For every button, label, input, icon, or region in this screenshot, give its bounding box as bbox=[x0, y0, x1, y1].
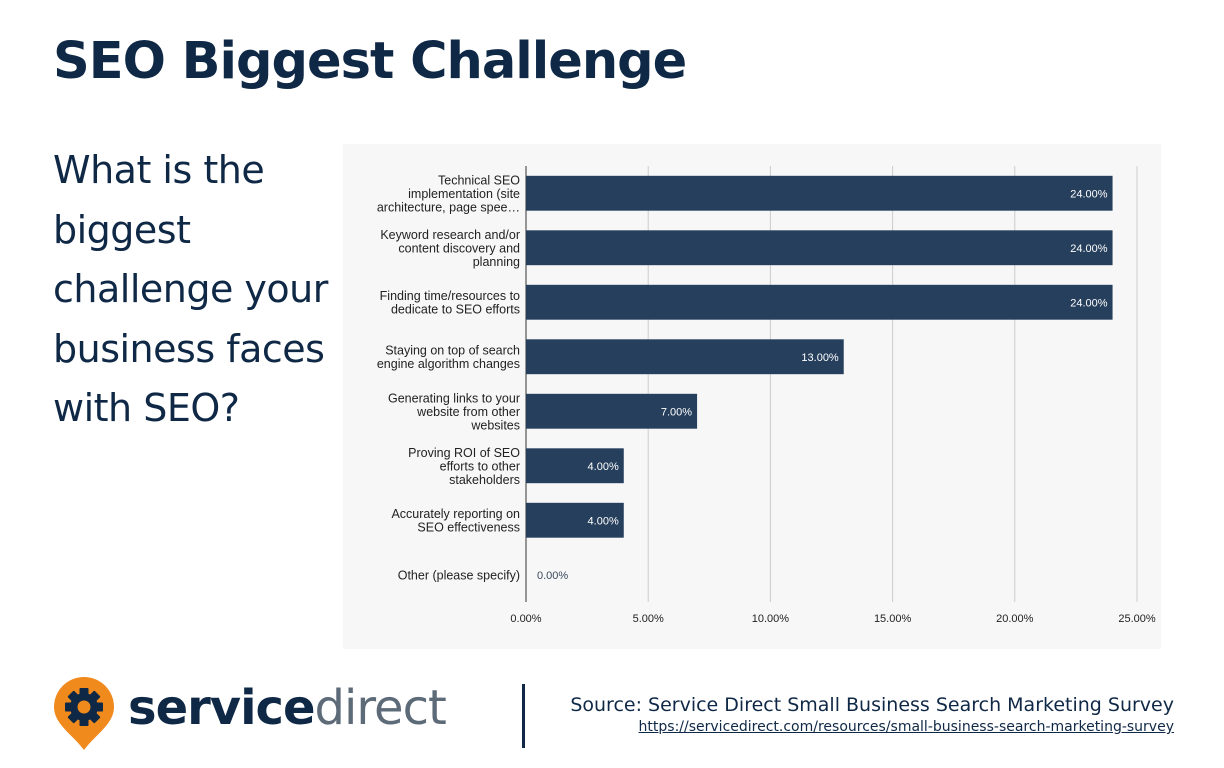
category-label-line: Keyword research and/or bbox=[380, 228, 520, 242]
data-label: 13.00% bbox=[801, 352, 839, 364]
chart-svg: 0.00% 5.00% 10.00% 15.00% 20.00% 25.00% 24.00%… bbox=[377, 166, 1156, 625]
footer-divider bbox=[522, 684, 525, 748]
category-label-line: Technical SEO bbox=[438, 173, 520, 187]
data-label: 4.00% bbox=[588, 515, 619, 527]
category-label: Proving ROI of SEO efforts to other stakeh… bbox=[408, 446, 520, 487]
bar bbox=[526, 502, 624, 538]
survey-question: What is the biggest challenge your busin… bbox=[53, 148, 328, 430]
category-label-line: engine algorithm changes bbox=[377, 357, 520, 371]
data-label: 24.00% bbox=[1070, 188, 1108, 200]
category-label-line: Staying on top of search bbox=[385, 344, 520, 358]
category-label-line: efforts to other bbox=[440, 459, 520, 473]
category-label: Finding time/resources to dedicate to SEO… bbox=[380, 289, 520, 317]
category-label-line: website from other bbox=[416, 405, 520, 419]
source-link[interactable]: https://servicedirect.com/resources/smal… bbox=[638, 719, 1174, 735]
data-label: 7.00% bbox=[661, 406, 692, 418]
data-label: 4.00% bbox=[588, 461, 619, 473]
category-label-line: implementation (site bbox=[408, 187, 520, 201]
bar bbox=[526, 393, 698, 429]
category-label-line: Finding time/resources to bbox=[380, 289, 520, 303]
category-label: Accurately reporting on SEO effectiveness bbox=[391, 507, 520, 535]
x-tick-label: 15.00% bbox=[874, 613, 912, 625]
x-tick-label: 20.00% bbox=[996, 613, 1034, 625]
logo-word-service: service bbox=[128, 680, 316, 736]
category-label: Technical SEO implementation (site archite… bbox=[377, 173, 520, 214]
category-label-line: Other (please specify) bbox=[398, 568, 520, 582]
category-label-line: Proving ROI of SEO bbox=[408, 446, 520, 460]
category-label: Other (please specify) bbox=[398, 568, 520, 582]
category-label-line: dedicate to SEO efforts bbox=[391, 303, 520, 317]
category-label-line: content discovery and bbox=[398, 241, 520, 255]
category-label: Keyword research and/or content discovery… bbox=[380, 228, 520, 269]
service-direct-logo: servicedirect bbox=[52, 676, 472, 750]
bar bbox=[526, 339, 844, 375]
x-tick-label: 10.00% bbox=[752, 613, 790, 625]
bar bbox=[526, 448, 624, 484]
bar bbox=[526, 230, 1113, 266]
source-text: Source: Service Direct Small Business Se… bbox=[570, 694, 1174, 716]
bar bbox=[526, 175, 1113, 211]
data-label: 0.00% bbox=[537, 570, 568, 582]
bar bbox=[526, 284, 1113, 320]
category-label: Staying on top of search engine algorithm… bbox=[377, 344, 520, 372]
data-label: 24.00% bbox=[1070, 243, 1108, 255]
bar-chart: 0.00% 5.00% 10.00% 15.00% 20.00% 25.00% 24.00%… bbox=[343, 144, 1161, 649]
category-label-line: Generating links to your bbox=[388, 391, 520, 405]
category-label-line: websites bbox=[470, 418, 520, 432]
x-tick-label: 25.00% bbox=[1118, 613, 1156, 625]
source-block: Source: Service Direct Small Business Se… bbox=[570, 694, 1174, 736]
gear-pin-icon bbox=[54, 677, 114, 750]
category-label-line: planning bbox=[473, 255, 520, 269]
x-tick-label: 5.00% bbox=[633, 613, 664, 625]
category-label: Generating links to your website from oth… bbox=[388, 391, 520, 432]
data-label: 24.00% bbox=[1070, 297, 1108, 309]
logo-word-direct: direct bbox=[314, 680, 447, 736]
logo-wordmark: servicedirect bbox=[128, 680, 447, 736]
category-label-line: SEO effectiveness bbox=[417, 521, 520, 535]
category-label-line: Accurately reporting on bbox=[391, 507, 520, 521]
x-tick-label: 0.00% bbox=[510, 613, 541, 625]
category-label-line: stakeholders bbox=[449, 473, 520, 487]
page-title: SEO Biggest Challenge bbox=[53, 32, 687, 91]
category-label-line: architecture, page spee… bbox=[377, 200, 520, 214]
